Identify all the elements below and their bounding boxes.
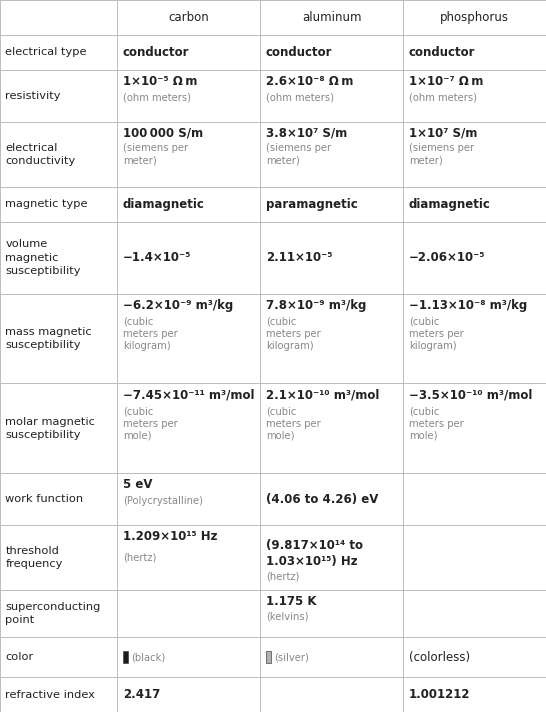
Text: (4.06 to 4.26) eV: (4.06 to 4.26) eV: [266, 493, 378, 506]
Text: (hertz): (hertz): [266, 571, 299, 581]
Text: electrical type: electrical type: [5, 47, 87, 57]
Text: 1.209×10¹⁵ Hz: 1.209×10¹⁵ Hz: [123, 530, 217, 543]
Text: 5 eV: 5 eV: [123, 478, 152, 491]
Text: (ohm meters): (ohm meters): [266, 93, 334, 103]
Text: diamagnetic: diamagnetic: [409, 198, 491, 211]
Text: (black): (black): [131, 652, 165, 662]
Text: (cubic
meters per
kilogram): (cubic meters per kilogram): [123, 316, 177, 351]
Text: diamagnetic: diamagnetic: [123, 198, 205, 211]
Text: superconducting
point: superconducting point: [5, 602, 101, 625]
Text: (siemens per
meter): (siemens per meter): [409, 143, 474, 166]
Text: (ohm meters): (ohm meters): [409, 93, 477, 103]
Text: −1.4×10⁻⁵: −1.4×10⁻⁵: [123, 251, 191, 264]
Text: 3.8×10⁷ S/m: 3.8×10⁷ S/m: [266, 127, 347, 140]
Text: 1.175 K: 1.175 K: [266, 595, 316, 608]
Text: (9.817×10¹⁴ to
1.03×10¹⁵) Hz: (9.817×10¹⁴ to 1.03×10¹⁵) Hz: [266, 539, 363, 567]
Text: electrical
conductivity: electrical conductivity: [5, 142, 76, 166]
Bar: [266, 651, 271, 663]
Text: −6.2×10⁻⁹ m³/kg: −6.2×10⁻⁹ m³/kg: [123, 299, 233, 312]
Text: 7.8×10⁻⁹ m³/kg: 7.8×10⁻⁹ m³/kg: [266, 299, 366, 312]
Text: 2.6×10⁻⁸ Ω m: 2.6×10⁻⁸ Ω m: [266, 75, 353, 88]
Text: (ohm meters): (ohm meters): [123, 93, 191, 103]
Text: 2.1×10⁻¹⁰ m³/mol: 2.1×10⁻¹⁰ m³/mol: [266, 388, 379, 402]
Text: 1×10⁻⁵ Ω m: 1×10⁻⁵ Ω m: [123, 75, 197, 88]
Text: (cubic
meters per
mole): (cubic meters per mole): [409, 406, 464, 441]
Text: conductor: conductor: [123, 46, 189, 59]
Text: color: color: [5, 652, 34, 662]
Text: (colorless): (colorless): [409, 651, 470, 664]
Text: 1.001212: 1.001212: [409, 688, 471, 701]
Text: aluminum: aluminum: [302, 11, 361, 24]
Text: molar magnetic
susceptibility: molar magnetic susceptibility: [5, 417, 96, 440]
Text: −3.5×10⁻¹⁰ m³/mol: −3.5×10⁻¹⁰ m³/mol: [409, 388, 532, 402]
Text: work function: work function: [5, 494, 84, 504]
Text: (silver): (silver): [274, 652, 309, 662]
Text: refractive index: refractive index: [5, 690, 96, 700]
Text: −7.45×10⁻¹¹ m³/mol: −7.45×10⁻¹¹ m³/mol: [123, 388, 254, 402]
Text: (hertz): (hertz): [123, 553, 156, 562]
Text: carbon: carbon: [169, 11, 209, 24]
Text: 100 000 S/m: 100 000 S/m: [123, 127, 203, 140]
Text: paramagnetic: paramagnetic: [266, 198, 358, 211]
Text: mass magnetic
susceptibility: mass magnetic susceptibility: [5, 327, 92, 350]
Text: (Polycrystalline): (Polycrystalline): [123, 496, 203, 506]
Text: 2.11×10⁻⁵: 2.11×10⁻⁵: [266, 251, 333, 264]
Text: (cubic
meters per
mole): (cubic meters per mole): [266, 406, 321, 441]
Text: (cubic
meters per
kilogram): (cubic meters per kilogram): [409, 316, 464, 351]
Text: −2.06×10⁻⁵: −2.06×10⁻⁵: [409, 251, 485, 264]
Bar: [123, 651, 128, 663]
Text: (siemens per
meter): (siemens per meter): [266, 143, 331, 166]
Text: (cubic
meters per
mole): (cubic meters per mole): [123, 406, 177, 441]
Text: 1×10⁻⁷ Ω m: 1×10⁻⁷ Ω m: [409, 75, 483, 88]
Text: (siemens per
meter): (siemens per meter): [123, 143, 188, 166]
Text: phosphorus: phosphorus: [440, 11, 509, 24]
Text: (kelvins): (kelvins): [266, 611, 308, 621]
Text: −1.13×10⁻⁸ m³/kg: −1.13×10⁻⁸ m³/kg: [409, 299, 527, 312]
Text: conductor: conductor: [409, 46, 476, 59]
Text: threshold
frequency: threshold frequency: [5, 546, 63, 570]
Text: volume
magnetic
susceptibility: volume magnetic susceptibility: [5, 239, 81, 276]
Text: 1×10⁷ S/m: 1×10⁷ S/m: [409, 127, 477, 140]
Text: (cubic
meters per
kilogram): (cubic meters per kilogram): [266, 316, 321, 351]
Text: resistivity: resistivity: [5, 91, 61, 101]
Text: 2.417: 2.417: [123, 688, 160, 701]
Text: conductor: conductor: [266, 46, 333, 59]
Text: magnetic type: magnetic type: [5, 199, 88, 209]
